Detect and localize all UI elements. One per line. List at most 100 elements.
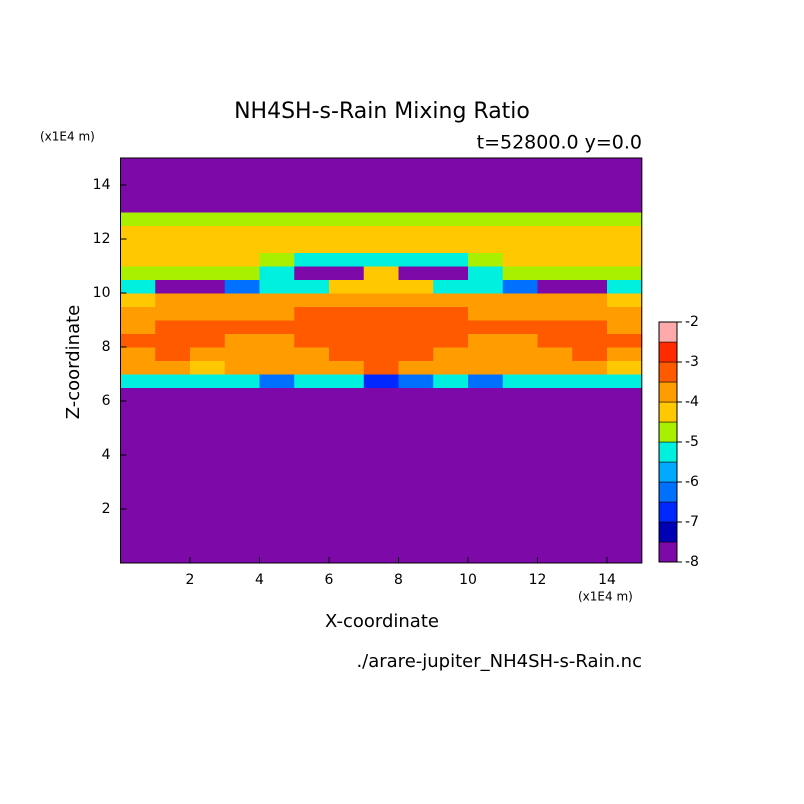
cell [468,171,504,186]
cell [363,239,399,253]
cell [294,536,330,550]
x-unit: (x1E4 m) [578,590,633,604]
colorbar-tick-label: -7 [685,514,699,530]
cell [259,306,295,321]
cell [433,171,469,186]
chart-subtitle: t=52800.0 y=0.0 [477,132,642,154]
cell [120,455,156,469]
cell [502,428,538,442]
cell [468,225,504,240]
colorbar-swatch [658,461,678,483]
cell [572,455,608,469]
cell [224,455,260,469]
cell [329,185,365,199]
cell [468,414,504,429]
cell [329,455,365,469]
cell [607,428,643,442]
cell [155,495,191,510]
cell [398,293,434,307]
cell [224,279,260,294]
cell [120,401,156,415]
colorbar-swatch [658,441,678,463]
cell [259,455,295,469]
cell [259,522,295,537]
cell [502,252,538,267]
cell [537,509,573,523]
cell [294,387,330,402]
cell [224,522,260,537]
cell [398,374,434,388]
cell [468,455,504,469]
cell [572,536,608,550]
cell [224,266,260,280]
cell [329,549,365,564]
cell [607,495,643,510]
cell [468,509,504,523]
cell [607,171,643,186]
cell [572,198,608,213]
cell [224,549,260,564]
cell [329,509,365,523]
cell [607,441,643,456]
cell [433,293,469,307]
cell [363,158,399,172]
cell [607,360,643,375]
cell [502,455,538,469]
cell [502,495,538,510]
cell [572,387,608,402]
cell [363,428,399,442]
cell [537,455,573,469]
cell [607,347,643,361]
cell [224,212,260,226]
cell [537,293,573,307]
cell [120,266,156,280]
cell [607,401,643,415]
cell [363,495,399,510]
cell [572,306,608,321]
cell [363,401,399,415]
cell [398,252,434,267]
cell [190,522,226,537]
colorbar-tick-label: -6 [685,474,699,490]
cell [224,482,260,496]
cell [329,387,365,402]
cell [468,293,504,307]
cell [468,468,504,483]
cell [294,414,330,429]
cell [468,374,504,388]
cell [294,428,330,442]
cell [433,333,469,348]
cell [224,347,260,361]
cell [537,158,573,172]
cell [294,482,330,496]
cell [259,293,295,307]
cell [363,360,399,375]
cell [572,347,608,361]
cell [224,536,260,550]
cell [294,360,330,375]
cell [120,374,156,388]
cell [294,320,330,334]
cell [363,414,399,429]
cell [224,306,260,321]
cell [190,239,226,253]
overlay [120,157,643,564]
cell [329,536,365,550]
cell [433,347,469,361]
y-tick-label: 14 [93,177,111,193]
cell [468,401,504,415]
cell [398,171,434,186]
cell [363,455,399,469]
cell [607,198,643,213]
cell [120,347,156,361]
cell [363,225,399,240]
cell [363,293,399,307]
cell [363,441,399,456]
cell [294,185,330,199]
cell [502,401,538,415]
cell [155,239,191,253]
cell [502,333,538,348]
cell [294,455,330,469]
cell [224,333,260,348]
cell [607,549,643,564]
